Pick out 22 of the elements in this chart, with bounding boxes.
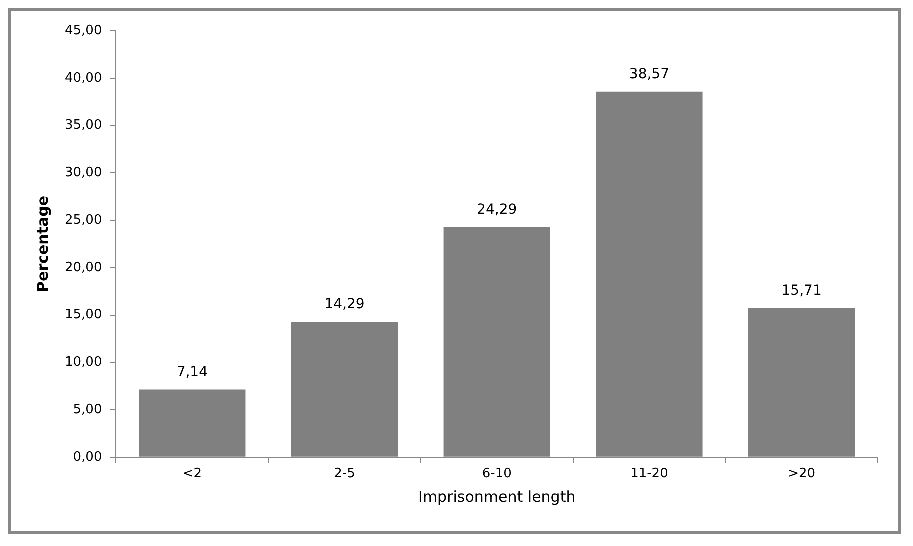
data-label: 24,29 <box>477 202 518 218</box>
y-axis-title: Percentage <box>34 196 52 292</box>
y-tick-label: 0,00 <box>73 450 102 465</box>
data-label: 14,29 <box>324 296 365 313</box>
y-tick-label: 40,00 <box>65 70 102 86</box>
x-tick-label: 11-20 <box>630 466 668 482</box>
x-tick-label: 2-5 <box>334 466 356 482</box>
x-tick-label: <2 <box>182 466 202 482</box>
data-label: 15,71 <box>782 283 822 300</box>
x-axis-title: Imprisonment length <box>418 488 576 506</box>
x-tick-label: 6-10 <box>482 466 512 482</box>
y-tick-label: 20,00 <box>65 260 102 276</box>
y-tick-label: 5,00 <box>73 402 102 418</box>
data-label: 7,14 <box>176 364 208 380</box>
y-tick-label: 15,00 <box>65 308 102 323</box>
y-tick-label: 30,00 <box>65 166 102 181</box>
x-tick-label: >20 <box>788 466 816 482</box>
y-tick-label: 45,00 <box>65 23 102 38</box>
y-tick-label: 35,00 <box>65 118 102 134</box>
y-tick-label: 25,00 <box>65 212 102 228</box>
y-tick-label: 10,00 <box>65 355 102 370</box>
data-label: 38,57 <box>629 66 670 83</box>
